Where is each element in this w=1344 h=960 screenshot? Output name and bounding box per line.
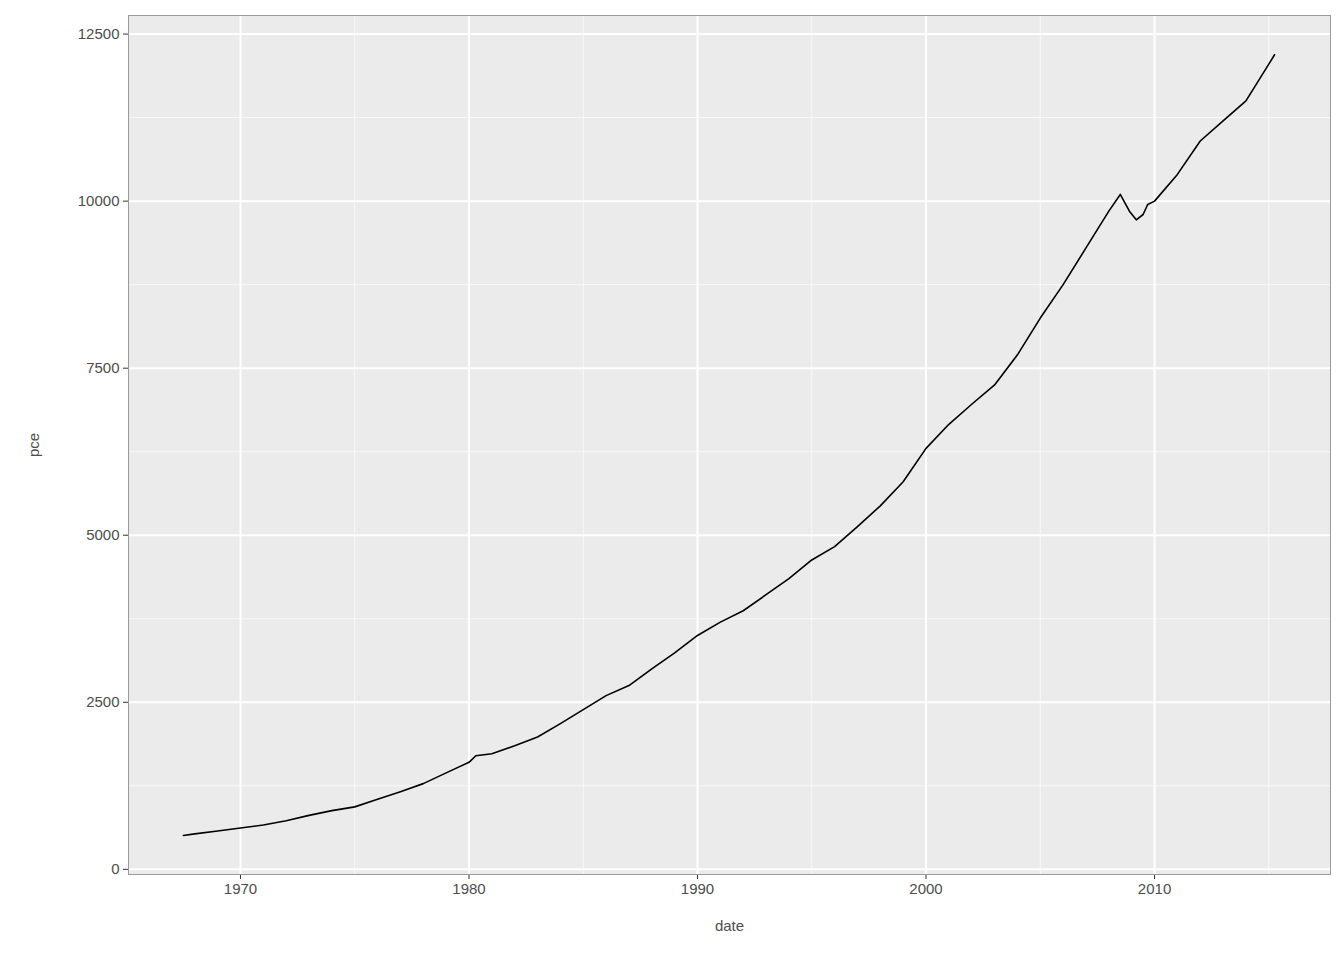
svg-text:10000: 10000 — [78, 192, 120, 209]
svg-text:5000: 5000 — [86, 526, 119, 543]
svg-text:7500: 7500 — [86, 359, 119, 376]
svg-text:date: date — [715, 917, 744, 934]
svg-text:1990: 1990 — [681, 880, 714, 897]
svg-text:2010: 2010 — [1138, 880, 1171, 897]
svg-text:0: 0 — [111, 860, 119, 877]
svg-text:2500: 2500 — [86, 693, 119, 710]
svg-text:pce: pce — [25, 433, 42, 457]
svg-text:1970: 1970 — [224, 880, 257, 897]
svg-text:1980: 1980 — [452, 880, 485, 897]
svg-text:2000: 2000 — [909, 880, 942, 897]
svg-text:12500: 12500 — [78, 25, 120, 42]
